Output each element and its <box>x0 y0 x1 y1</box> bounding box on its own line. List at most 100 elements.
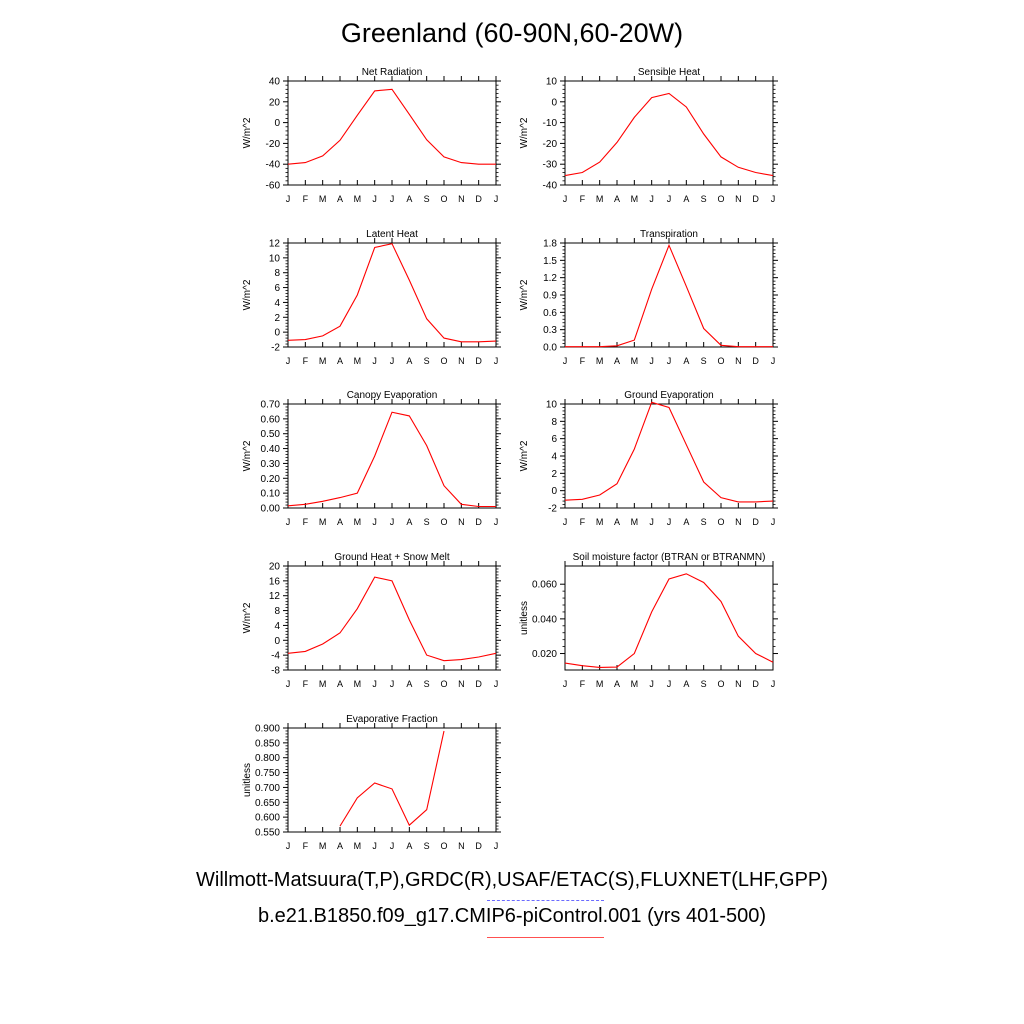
y-tick-label: 2 <box>274 313 280 324</box>
series-line <box>564 92 774 177</box>
plot-frame <box>287 242 497 348</box>
series-line <box>287 243 497 343</box>
x-tick-label: J <box>563 517 568 527</box>
legend-observations-label: Willmott-Matsuura(T,P),GRDC(R),USAF/ETAC… <box>196 869 828 891</box>
x-tick-label: J <box>372 194 377 204</box>
y-tick-label: 0.550 <box>255 828 280 839</box>
x-tick-label: A <box>614 517 620 527</box>
x-tick-label: J <box>667 517 672 527</box>
x-tick-label: O <box>440 841 447 851</box>
x-tick-label: M <box>631 194 639 204</box>
y-tick-label: 2 <box>551 469 557 480</box>
x-tick-label: A <box>683 679 689 689</box>
legend-model-label: b.e21.B1850.f09_g17.CMIP6-piControl.001 … <box>257 905 767 927</box>
y-axis-label: W/m^2 <box>242 440 253 471</box>
x-tick-label: J <box>667 356 672 366</box>
x-tick-label: S <box>701 517 707 527</box>
x-tick-label: S <box>701 194 707 204</box>
y-tick-label: -10 <box>543 118 558 129</box>
y-tick-label: 4 <box>274 621 280 632</box>
x-tick-label: J <box>390 841 395 851</box>
y-tick-label: 40 <box>269 77 281 88</box>
x-tick-label: A <box>406 356 412 366</box>
x-tick-label: N <box>458 679 465 689</box>
y-tick-label: 0.10 <box>261 489 281 500</box>
y-tick-label: 0.50 <box>261 429 281 440</box>
x-tick-label: F <box>303 517 309 527</box>
y-tick-label: 0 <box>551 486 557 497</box>
x-tick-label: J <box>494 841 499 851</box>
x-tick-label: A <box>406 841 412 851</box>
y-tick-label: 0.040 <box>532 614 557 625</box>
y-tick-label: 0.600 <box>255 813 280 824</box>
x-tick-label: A <box>337 194 343 204</box>
y-tick-label: 0.9 <box>543 291 557 302</box>
x-tick-label: J <box>286 841 291 851</box>
x-tick-label: N <box>458 194 465 204</box>
y-tick-label: -60 <box>266 181 281 192</box>
x-tick-label: N <box>735 356 742 366</box>
x-tick-label: J <box>667 194 672 204</box>
x-tick-label: M <box>354 194 362 204</box>
panel-title: Ground Heat + Snow Melt <box>334 552 450 563</box>
x-tick-label: J <box>771 679 776 689</box>
x-tick-label: A <box>337 517 343 527</box>
legend-observations-line <box>487 900 604 901</box>
x-tick-label: F <box>303 356 309 366</box>
y-tick-label: -2 <box>548 504 557 515</box>
x-tick-label: J <box>649 194 654 204</box>
x-tick-label: J <box>563 194 568 204</box>
y-tick-label: 0.850 <box>255 738 280 749</box>
x-tick-label: J <box>649 356 654 366</box>
x-tick-label: O <box>717 194 724 204</box>
x-tick-label: J <box>771 356 776 366</box>
page-title: Greenland (60-90N,60-20W) <box>340 18 684 48</box>
series-line <box>339 730 445 827</box>
x-tick-label: A <box>614 679 620 689</box>
x-tick-label: J <box>494 356 499 366</box>
x-tick-label: J <box>372 841 377 851</box>
y-tick-label: 0.20 <box>261 474 281 485</box>
x-tick-label: S <box>424 356 430 366</box>
x-tick-label: J <box>494 517 499 527</box>
x-tick-label: A <box>406 194 412 204</box>
x-tick-label: J <box>494 679 499 689</box>
y-axis-label: W/m^2 <box>519 440 530 471</box>
y-tick-label: 10 <box>546 400 558 411</box>
y-tick-label: 12 <box>269 239 281 250</box>
x-tick-label: N <box>735 679 742 689</box>
y-tick-label: 0 <box>274 118 280 129</box>
x-tick-label: A <box>337 679 343 689</box>
x-tick-label: M <box>596 517 604 527</box>
y-tick-label: 0.0 <box>543 343 557 354</box>
y-tick-label: 4 <box>551 452 557 463</box>
series-line <box>564 573 774 668</box>
y-axis-label: W/m^2 <box>242 602 253 633</box>
x-tick-label: J <box>372 679 377 689</box>
y-tick-label: 0.6 <box>543 308 557 319</box>
x-tick-label: F <box>580 679 586 689</box>
y-tick-label: 1.2 <box>543 273 557 284</box>
panel-title: Net Radiation <box>362 67 423 78</box>
x-tick-label: M <box>319 517 327 527</box>
y-tick-label: 0 <box>274 328 280 339</box>
x-tick-label: A <box>406 679 412 689</box>
x-tick-label: D <box>752 356 759 366</box>
x-tick-label: A <box>406 517 412 527</box>
x-tick-label: S <box>424 841 430 851</box>
x-tick-label: J <box>286 194 291 204</box>
x-tick-label: N <box>735 194 742 204</box>
y-tick-label: 0.70 <box>261 400 281 411</box>
y-axis-label: W/m^2 <box>519 279 530 310</box>
x-tick-label: A <box>337 841 343 851</box>
x-tick-label: F <box>580 356 586 366</box>
x-tick-label: M <box>596 679 604 689</box>
y-axis-label: unitless <box>242 763 253 797</box>
series-line <box>565 243 773 348</box>
series-line <box>287 576 497 662</box>
